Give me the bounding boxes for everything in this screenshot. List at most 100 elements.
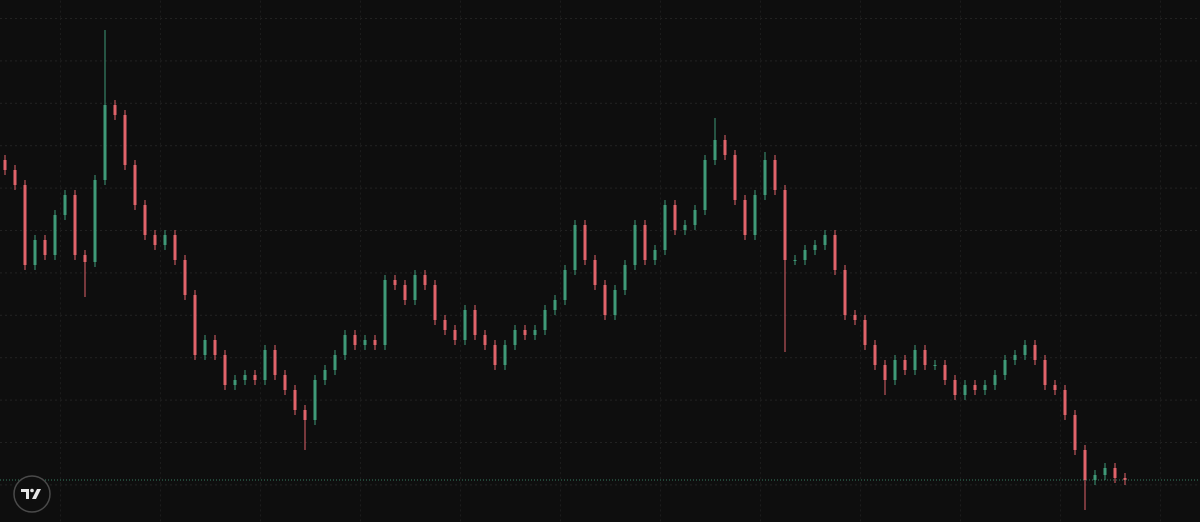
candle-body (763, 160, 767, 195)
candle-body (983, 385, 987, 390)
candle-body (213, 340, 217, 355)
candle-body (693, 210, 697, 225)
candle-body (653, 250, 657, 260)
candle-body (963, 385, 967, 395)
candle-body (573, 225, 577, 270)
candle-body (1073, 415, 1077, 450)
candle-body (133, 165, 137, 205)
candle-body (773, 160, 777, 190)
candle-body (613, 290, 617, 315)
candle-body (823, 235, 827, 245)
candle-body (753, 195, 757, 235)
candle-body (603, 285, 607, 315)
candle-body (483, 335, 487, 345)
candle-body (543, 310, 547, 330)
candle-body (243, 375, 247, 380)
candle-body (303, 410, 307, 420)
candle-body (503, 345, 507, 365)
candle-body (143, 205, 147, 235)
candle-body (943, 365, 947, 380)
candle-body (1053, 385, 1057, 390)
candle-body (643, 225, 647, 260)
candle-body (373, 340, 377, 345)
candle-body (1063, 390, 1067, 415)
candle-body (1123, 478, 1127, 480)
candle-body (123, 115, 127, 165)
candle-body (233, 380, 237, 385)
candle-body (633, 225, 637, 265)
candle-body (403, 285, 407, 300)
candle-body (73, 195, 77, 255)
candle-body (263, 350, 267, 380)
candle-body (1093, 475, 1097, 480)
candle-body (623, 265, 627, 290)
candle-body (463, 310, 467, 340)
candle-body (103, 105, 107, 180)
candle-body (783, 190, 787, 260)
candle-body (23, 185, 27, 265)
candle-body (853, 315, 857, 320)
candle-body (43, 240, 47, 255)
candle-body (203, 340, 207, 355)
candle-body (883, 365, 887, 380)
candle-body (423, 275, 427, 285)
candle-body (673, 205, 677, 230)
candle-body (553, 300, 557, 310)
candle-body (973, 385, 977, 390)
candle-body (433, 285, 437, 320)
candle-body (1113, 468, 1117, 478)
candle-body (1033, 345, 1037, 360)
candle-body (663, 205, 667, 250)
candle-body (923, 350, 927, 365)
candle-body (283, 375, 287, 390)
candle-body (323, 370, 327, 380)
candle-body (1103, 468, 1107, 475)
candle-body (1023, 345, 1027, 355)
candle-body (153, 235, 157, 245)
candle-body (273, 350, 277, 375)
candle-body (383, 280, 387, 345)
candle-body (523, 330, 527, 335)
candle-body (223, 355, 227, 385)
candle-body (293, 390, 297, 410)
candle-body (993, 375, 997, 385)
candle-body (453, 330, 457, 340)
candle-body (93, 180, 97, 262)
candle-body (683, 225, 687, 230)
candle-body (163, 235, 167, 245)
candle-body (713, 140, 717, 160)
candle-body (843, 270, 847, 315)
candle-body (533, 330, 537, 335)
candle-body (443, 320, 447, 330)
candle-body (333, 355, 337, 370)
candle-body (253, 375, 257, 380)
candle-body (813, 245, 817, 250)
candle-body (83, 255, 87, 262)
candle-body (563, 270, 567, 300)
plot-area (0, 30, 1200, 510)
candle-body (873, 345, 877, 365)
candle-body (1043, 360, 1047, 385)
candle-body (1003, 360, 1007, 375)
candle-body (183, 260, 187, 295)
candle-body (413, 275, 417, 300)
candle-body (743, 200, 747, 235)
candle-body (63, 195, 67, 215)
candle-body (33, 240, 37, 265)
candle-body (933, 365, 937, 366)
candle-body (903, 360, 907, 370)
candle-body (863, 320, 867, 345)
candle-body (473, 310, 477, 335)
candle-body (833, 235, 837, 270)
tradingview-logo[interactable] (13, 475, 51, 513)
candle-body (953, 380, 957, 395)
candle-body (193, 295, 197, 355)
candle-body (513, 330, 517, 345)
candle-body (723, 140, 727, 155)
candle-body (173, 235, 177, 260)
candle-body (793, 260, 797, 261)
candle-body (733, 155, 737, 200)
